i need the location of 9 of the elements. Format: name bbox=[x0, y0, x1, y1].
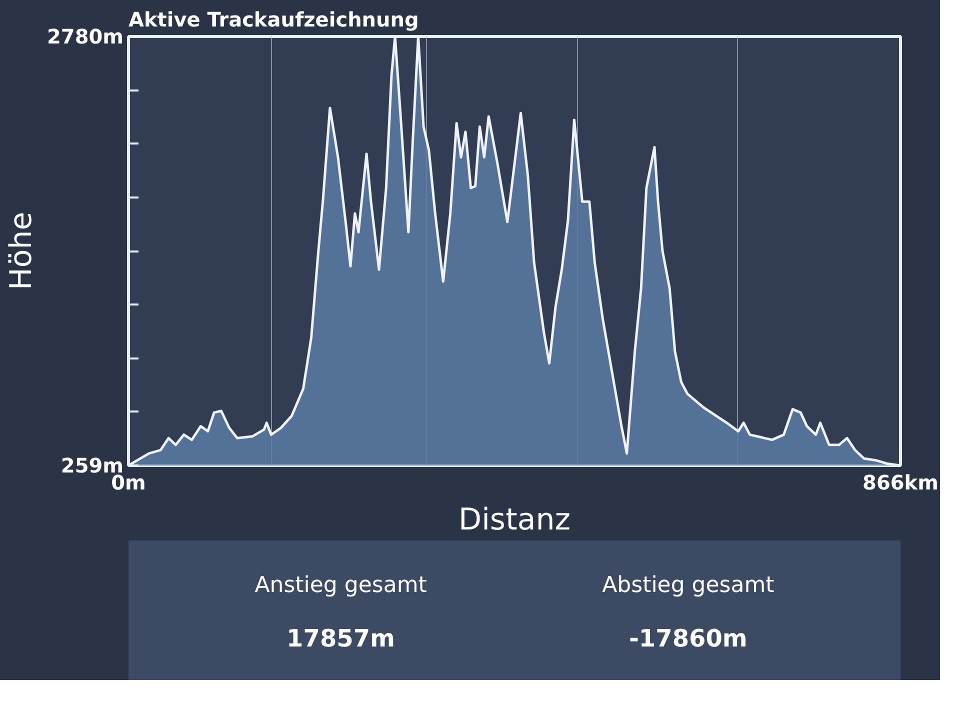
text: Anstieg gesamt bbox=[254, 572, 428, 598]
text: 17857m bbox=[286, 624, 396, 652]
text: -17860m bbox=[628, 624, 748, 652]
x-axis-title: Distanz bbox=[458, 502, 570, 538]
chart-title: Aktive Trackaufzeichnung bbox=[128, 8, 419, 32]
y-tick-label: 2780m bbox=[46, 24, 124, 48]
text: Abstieg gesamt bbox=[602, 572, 775, 598]
y-axis-title: Höhe bbox=[4, 212, 39, 290]
x-tick-label: 866km bbox=[862, 470, 938, 494]
